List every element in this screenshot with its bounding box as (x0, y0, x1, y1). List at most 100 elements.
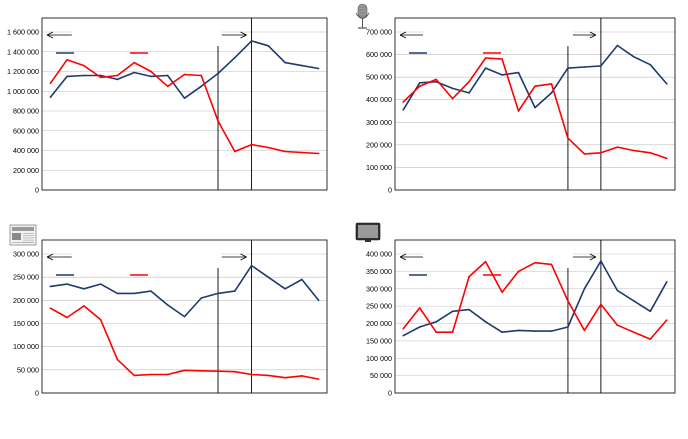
data-point (616, 146, 619, 148)
data-point (600, 303, 602, 306)
arrow-right-icon (240, 253, 247, 261)
data-point (301, 375, 303, 377)
data-point (567, 300, 569, 302)
television-icon (355, 222, 381, 242)
data-point (633, 56, 635, 58)
data-point (217, 370, 219, 373)
data-point (517, 110, 520, 112)
y-tick-label: 800 000 (13, 107, 39, 116)
data-point (435, 320, 437, 323)
data-point (501, 74, 503, 76)
plot-frame (394, 17, 676, 191)
data-point (66, 283, 68, 285)
y-tick-label: 600 000 (13, 126, 39, 135)
y-tick-label: 100 000 (13, 342, 39, 351)
y-tick-label: 0 (35, 389, 39, 398)
plot-frame (41, 239, 328, 394)
data-point (583, 287, 586, 290)
data-point (451, 331, 454, 333)
y-tick-label: 250 000 (13, 273, 39, 282)
data-point (649, 63, 652, 66)
data-point (267, 45, 270, 47)
data-point (418, 85, 421, 87)
data-point (468, 308, 470, 311)
data-point (166, 304, 169, 306)
data-point (99, 283, 102, 285)
data-point (166, 74, 169, 77)
data-point (150, 75, 152, 78)
y-tick-label: 400 000 (366, 95, 392, 104)
data-point (649, 338, 652, 340)
y-tick-label: 200 000 (366, 140, 392, 149)
data-point (484, 260, 487, 263)
arrow-left-icon (399, 253, 407, 261)
data-point (402, 101, 405, 103)
arrow-right-icon (589, 253, 597, 261)
data-point (233, 56, 236, 59)
data-point (166, 85, 169, 88)
data-point (665, 83, 668, 85)
data-point (451, 310, 454, 313)
data-point (66, 58, 68, 61)
data-point (451, 87, 454, 90)
data-point (435, 78, 437, 81)
data-point (284, 287, 286, 290)
y-tick-label: 150 000 (366, 336, 392, 345)
data-point (567, 67, 569, 69)
plot-frame (41, 17, 328, 191)
data-point (418, 81, 421, 84)
data-point (402, 334, 405, 337)
data-point (600, 65, 602, 67)
data-point (116, 74, 119, 77)
data-point (517, 329, 520, 332)
y-tick-label: 1 600 000 (7, 28, 39, 37)
data-point (83, 287, 85, 290)
data-point (402, 109, 405, 111)
data-point (267, 276, 270, 278)
data-point (665, 319, 668, 321)
data-point (133, 71, 136, 74)
data-point (233, 370, 236, 373)
data-point (66, 316, 68, 319)
data-point (233, 290, 236, 292)
data-point (116, 358, 119, 361)
data-point (250, 143, 253, 146)
banner-bg (422, 251, 573, 263)
data-point (183, 369, 186, 372)
data-point (317, 152, 320, 155)
y-tick-label: 350 000 (366, 267, 392, 276)
data-point (150, 290, 152, 292)
data-point (501, 291, 503, 294)
data-point (99, 74, 102, 77)
data-point (534, 330, 536, 332)
series-line-radio-2019 (402, 44, 668, 111)
data-point (301, 151, 303, 154)
data-point (534, 85, 536, 87)
newspaper-header (12, 227, 34, 231)
y-tick-label: 100 000 (366, 354, 392, 363)
data-point (116, 78, 119, 81)
data-point (567, 137, 569, 139)
data-point (550, 263, 553, 266)
series-line-tv-2019 (402, 260, 668, 337)
y-tick-label: 1 000 000 (7, 87, 39, 96)
microphone-head (357, 3, 368, 19)
microphone-icon (355, 3, 370, 29)
y-tick-label: 150 000 (13, 319, 39, 328)
data-point (567, 326, 569, 328)
banner-bg (71, 29, 222, 41)
data-point (649, 151, 652, 154)
data-point (468, 92, 470, 94)
y-tick-label: 1 200 000 (7, 67, 39, 76)
arrow-right-icon (589, 31, 597, 39)
data-point (317, 378, 320, 380)
y-tick-label: 600 000 (366, 50, 392, 59)
y-tick-label: 700 000 (366, 28, 392, 37)
data-point (317, 67, 320, 70)
arrow-left-icon (399, 31, 407, 39)
data-point (600, 260, 602, 262)
data-point (166, 373, 169, 376)
data-point (665, 281, 668, 283)
data-point (150, 70, 152, 73)
data-point (517, 71, 520, 74)
